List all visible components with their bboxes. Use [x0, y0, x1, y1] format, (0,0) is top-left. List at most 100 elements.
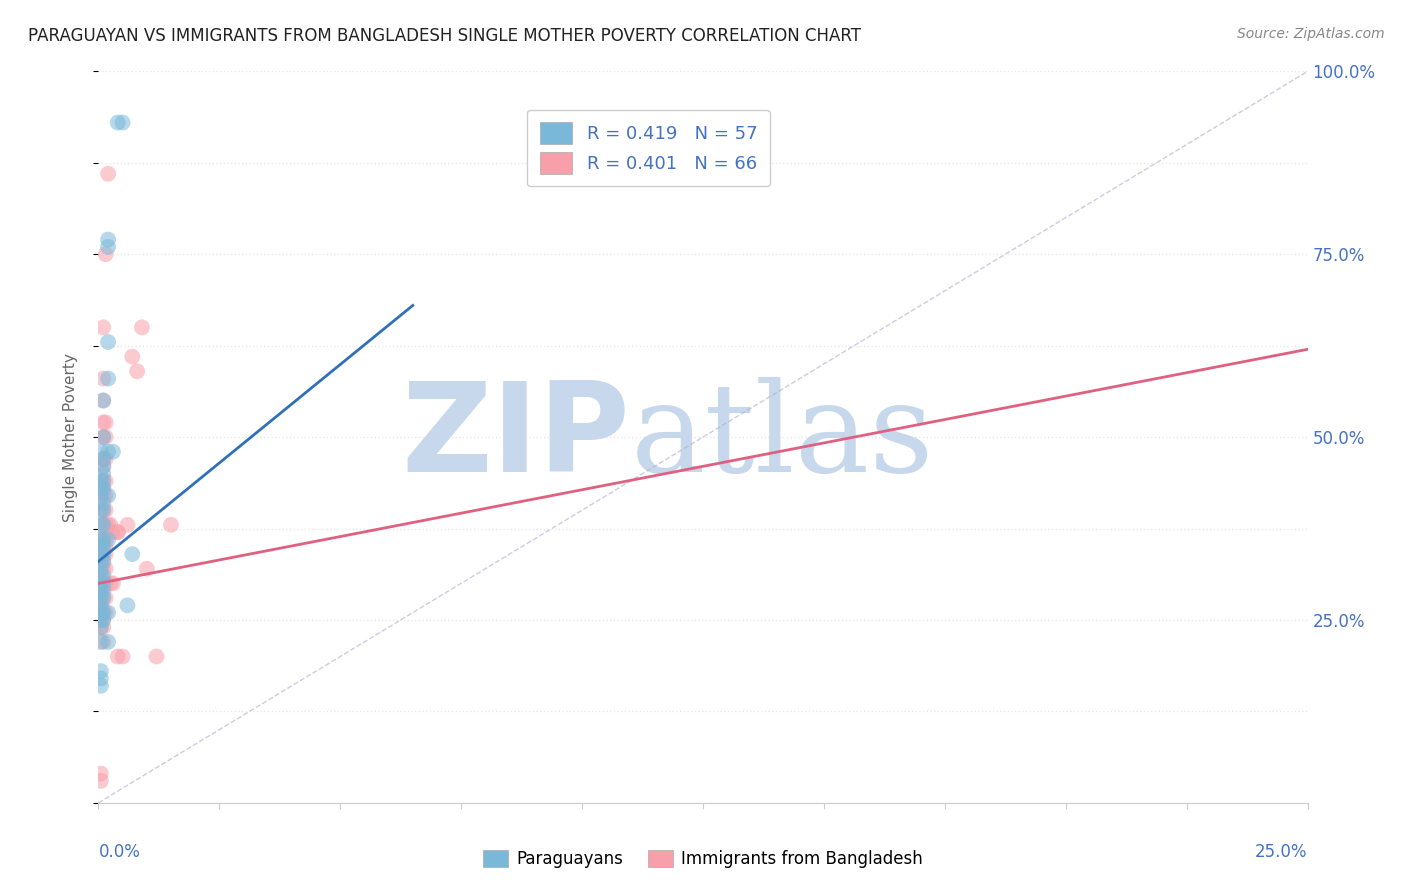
Point — [90, 540, 112, 554]
Point — [91, 606, 114, 620]
Point — [90, 613, 112, 627]
Point — [107, 525, 129, 540]
Point — [90, 481, 112, 495]
Point — [90, 591, 112, 605]
Point — [90, 635, 112, 649]
Point — [117, 599, 139, 613]
Point — [90, 599, 112, 613]
Point — [121, 547, 143, 561]
Point — [91, 459, 114, 474]
Text: PARAGUAYAN VS IMMIGRANTS FROM BANGLADESH SINGLE MOTHER POVERTY CORRELATION CHART: PARAGUAYAN VS IMMIGRANTS FROM BANGLADESH… — [28, 27, 860, 45]
Point — [90, 562, 112, 576]
Point — [127, 364, 149, 378]
Text: 0.0%: 0.0% — [98, 843, 141, 861]
Point — [91, 481, 114, 495]
Point — [91, 620, 114, 634]
Point — [90, 599, 112, 613]
Point — [91, 320, 114, 334]
Point — [90, 554, 112, 568]
Point — [107, 525, 129, 540]
Point — [111, 115, 134, 129]
Point — [90, 620, 112, 634]
Point — [91, 540, 114, 554]
Point — [97, 489, 120, 503]
Point — [100, 576, 122, 591]
Point — [90, 444, 112, 458]
Point — [94, 547, 117, 561]
Point — [91, 452, 114, 467]
Point — [101, 576, 124, 591]
Point — [91, 533, 114, 547]
Point — [90, 576, 112, 591]
Point — [107, 115, 129, 129]
Point — [91, 613, 114, 627]
Point — [91, 474, 114, 488]
Point — [91, 517, 114, 532]
Point — [90, 489, 112, 503]
Point — [94, 489, 117, 503]
Point — [121, 350, 143, 364]
Point — [90, 591, 112, 605]
Point — [90, 569, 112, 583]
Point — [145, 649, 167, 664]
Point — [94, 452, 117, 467]
Point — [91, 503, 114, 517]
Point — [91, 547, 114, 561]
Point — [91, 416, 114, 430]
Point — [91, 606, 114, 620]
Point — [91, 481, 114, 495]
Point — [90, 547, 112, 561]
Point — [94, 517, 117, 532]
Text: atlas: atlas — [630, 376, 934, 498]
Point — [94, 247, 117, 261]
Point — [97, 233, 120, 247]
Point — [97, 240, 120, 254]
Point — [91, 452, 114, 467]
Point — [91, 591, 114, 605]
Point — [90, 773, 112, 788]
Point — [97, 635, 120, 649]
Point — [90, 562, 112, 576]
Point — [90, 766, 112, 780]
Point — [91, 635, 114, 649]
Point — [90, 503, 112, 517]
Point — [94, 591, 117, 605]
Point — [90, 664, 112, 678]
Point — [90, 533, 112, 547]
Point — [90, 474, 112, 488]
Point — [91, 393, 114, 408]
Point — [90, 606, 112, 620]
Point — [94, 503, 117, 517]
Text: ZIP: ZIP — [402, 376, 630, 498]
Text: Source: ZipAtlas.com: Source: ZipAtlas.com — [1237, 27, 1385, 41]
Point — [90, 533, 112, 547]
Point — [91, 430, 114, 444]
Point — [97, 371, 120, 385]
Legend: R = 0.419   N = 57, R = 0.401   N = 66: R = 0.419 N = 57, R = 0.401 N = 66 — [527, 110, 770, 186]
Point — [111, 649, 134, 664]
Point — [90, 620, 112, 634]
Point — [107, 649, 129, 664]
Point — [94, 416, 117, 430]
Point — [91, 562, 114, 576]
Point — [131, 320, 153, 334]
Point — [91, 393, 114, 408]
Point — [160, 517, 183, 532]
Point — [97, 517, 120, 532]
Point — [97, 167, 120, 181]
Point — [90, 583, 112, 598]
Point — [135, 562, 157, 576]
Point — [97, 444, 120, 458]
Point — [97, 334, 120, 349]
Point — [91, 554, 114, 568]
Point — [91, 474, 114, 488]
Point — [91, 554, 114, 568]
Point — [91, 503, 114, 517]
Point — [117, 517, 139, 532]
Point — [90, 517, 112, 532]
Point — [101, 525, 124, 540]
Text: 25.0%: 25.0% — [1256, 843, 1308, 861]
Y-axis label: Single Mother Poverty: Single Mother Poverty — [63, 352, 77, 522]
Point — [91, 371, 114, 385]
Point — [94, 576, 117, 591]
